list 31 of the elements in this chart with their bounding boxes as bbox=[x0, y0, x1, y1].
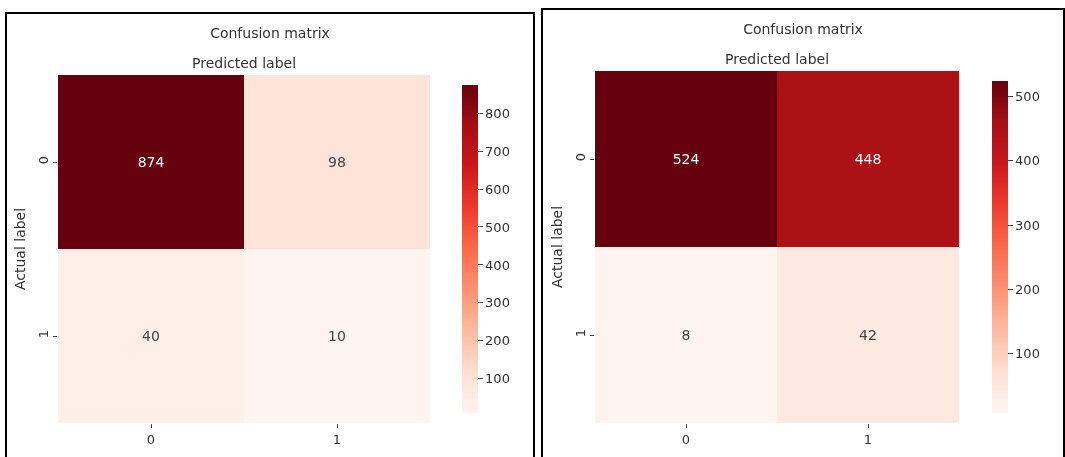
data-label: 448 bbox=[854, 150, 882, 167]
color-bar-label: 500 bbox=[485, 219, 510, 235]
data-label: 10 bbox=[328, 327, 346, 344]
x-axis-title: Predicted label bbox=[725, 51, 830, 67]
x-tick-label: 0 bbox=[146, 431, 156, 447]
color-bar-label: 300 bbox=[485, 295, 510, 311]
color-bar-label: 200 bbox=[485, 333, 510, 349]
data-label: 524 bbox=[672, 150, 700, 167]
color-bar-label: 800 bbox=[485, 105, 510, 121]
y-axis-title: Actual label bbox=[12, 207, 29, 291]
data-label: 874 bbox=[137, 153, 165, 170]
x-tick-label: 0 bbox=[681, 431, 691, 447]
chart-title: Confusion matrix bbox=[210, 24, 330, 41]
color-bar-label: 100 bbox=[485, 371, 510, 387]
data-label: 98 bbox=[328, 153, 346, 170]
color-bar-label: 200 bbox=[1015, 282, 1040, 298]
color-bar-label: 300 bbox=[1015, 217, 1040, 233]
chart-title: Confusion matrix bbox=[743, 20, 863, 37]
color-bar-label: 600 bbox=[485, 181, 510, 197]
data-label: 8 bbox=[681, 326, 691, 343]
data-label: 42 bbox=[859, 326, 877, 343]
color-bar-label: 100 bbox=[1015, 346, 1040, 362]
color-bar-label: 700 bbox=[485, 143, 510, 159]
x-tick-label: 1 bbox=[863, 431, 873, 447]
color-bar-label: 400 bbox=[1015, 153, 1040, 169]
data-label: 40 bbox=[142, 327, 160, 344]
color-bar-label: 500 bbox=[1015, 88, 1040, 104]
y-axis-title: Actual label bbox=[549, 205, 566, 289]
x-axis-title: Predicted label bbox=[192, 55, 297, 71]
color-bar-label: 400 bbox=[485, 257, 510, 273]
x-tick-label: 1 bbox=[332, 431, 342, 447]
